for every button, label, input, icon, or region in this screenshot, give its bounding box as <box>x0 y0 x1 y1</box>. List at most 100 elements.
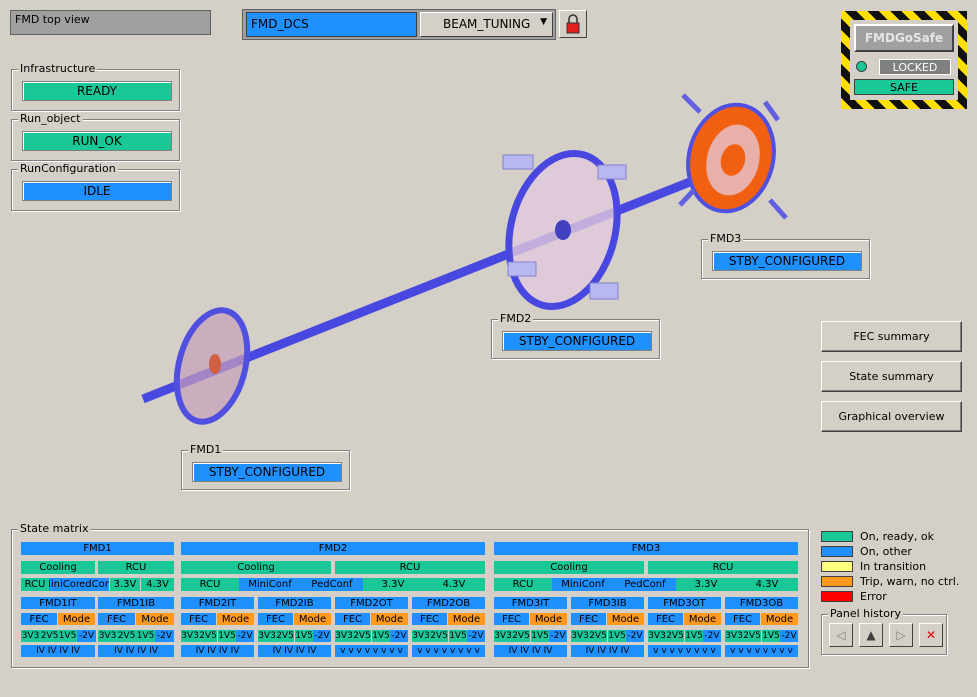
ring-voltage[interactable]: 1V5 <box>531 630 549 642</box>
ring-voltage[interactable]: 2V5 <box>353 630 371 642</box>
run-object-state[interactable]: RUN_OK <box>22 131 172 151</box>
ring-fec[interactable]: FEC <box>725 613 760 625</box>
ring-voltage[interactable]: 2V5 <box>430 630 448 642</box>
matrix-fmd1-miniconf[interactable]: MiniConf <box>49 578 79 591</box>
matrix-fmd1-33v[interactable]: 3.3V <box>110 578 140 591</box>
ring-mode[interactable]: Mode <box>448 613 485 625</box>
lock-button[interactable] <box>559 10 587 38</box>
history-close-button[interactable]: ✕ <box>919 623 943 647</box>
fmd2-state[interactable]: STBY_CONFIGURED <box>502 331 652 351</box>
ring-voltage[interactable]: -2V <box>236 630 254 642</box>
ring-fec[interactable]: FEC <box>181 613 216 625</box>
ring-voltage[interactable]: 1V5 <box>295 630 313 642</box>
ring-fec[interactable]: FEC <box>258 613 293 625</box>
matrix-fmd1-43v[interactable]: 4.3V <box>141 578 174 591</box>
ring-hv[interactable]: v v v v v v v v <box>725 645 798 657</box>
ring-voltage[interactable]: -2V <box>77 630 96 642</box>
ring-voltage[interactable]: 1V5 <box>136 630 155 642</box>
ring-voltage[interactable]: -2V <box>549 630 567 642</box>
mode-dropdown[interactable]: BEAM_TUNING ▼ <box>420 12 553 37</box>
ring-voltage[interactable]: 3V3 <box>648 630 666 642</box>
ring-voltage[interactable]: 3V3 <box>571 630 589 642</box>
ring-voltage[interactable]: -2V <box>467 630 485 642</box>
ring-hv[interactable]: v v v v v v v v <box>412 645 485 657</box>
matrix-fmd3-33v[interactable]: 3.3V <box>676 578 736 591</box>
ring-title[interactable]: FMD2OT <box>335 597 408 609</box>
ring-title[interactable]: FMD2OB <box>412 597 485 609</box>
ring-title[interactable]: FMD1IB <box>98 597 174 609</box>
dcs-name-field[interactable]: FMD_DCS <box>246 12 417 37</box>
ring-voltage[interactable]: 2V5 <box>276 630 294 642</box>
ring-fec[interactable]: FEC <box>412 613 447 625</box>
ring-fec[interactable]: FEC <box>494 613 529 625</box>
ring-hv[interactable]: IV IV IV IV <box>258 645 331 657</box>
ring-voltage[interactable]: 2V5 <box>589 630 607 642</box>
ring-voltage[interactable]: -2V <box>155 630 174 642</box>
history-forward-button[interactable]: ▷ <box>889 623 913 647</box>
ring-title[interactable]: FMD3IT <box>494 597 567 609</box>
fec-summary-button[interactable]: FEC summary <box>821 321 962 352</box>
ring-fec[interactable]: FEC <box>98 613 135 625</box>
ring-voltage[interactable]: 2V5 <box>117 630 136 642</box>
ring-voltage[interactable]: 2V5 <box>743 630 761 642</box>
matrix-fmd2-rcu[interactable]: RCU <box>335 561 485 574</box>
ring-voltage[interactable]: 2V5 <box>666 630 684 642</box>
ring-voltage[interactable]: 1V5 <box>218 630 236 642</box>
graphical-overview-button[interactable]: Graphical overview <box>821 401 962 432</box>
ring-title[interactable]: FMD3OT <box>648 597 721 609</box>
ring-mode[interactable]: Mode <box>530 613 567 625</box>
ring-mode[interactable]: Mode <box>136 613 174 625</box>
ring-voltage[interactable]: -2V <box>626 630 644 642</box>
ring-mode[interactable]: Mode <box>58 613 95 625</box>
ring-hv[interactable]: IV IV IV IV <box>181 645 254 657</box>
ring-mode[interactable]: Mode <box>294 613 331 625</box>
ring-title[interactable]: FMD3OB <box>725 597 798 609</box>
matrix-fmd1-rcu-state[interactable]: RCU <box>21 578 49 591</box>
ring-voltage[interactable]: 1V5 <box>372 630 390 642</box>
matrix-fmd1-cooling[interactable]: Cooling <box>21 561 95 574</box>
ring-hv[interactable]: IV IV IV IV <box>571 645 644 657</box>
ring-voltage[interactable]: -2V <box>780 630 798 642</box>
ring-voltage[interactable]: 1V5 <box>58 630 77 642</box>
ring-fec[interactable]: FEC <box>21 613 57 625</box>
ring-title[interactable]: FMD2IB <box>258 597 331 609</box>
ring-voltage[interactable]: 1V5 <box>608 630 626 642</box>
matrix-fmd3-rcu[interactable]: RCU <box>648 561 798 574</box>
matrix-fmd3-43v[interactable]: 4.3V <box>736 578 798 591</box>
ring-hv[interactable]: v v v v v v v v <box>335 645 408 657</box>
matrix-fmd1-pedconf[interactable]: PedConf <box>79 578 109 591</box>
ring-mode[interactable]: Mode <box>217 613 254 625</box>
matrix-fmd3-miniconf[interactable]: MiniConf <box>552 578 614 591</box>
ring-hv[interactable]: IV IV IV IV <box>21 645 95 657</box>
ring-fec[interactable]: FEC <box>335 613 370 625</box>
ring-voltage[interactable]: 2V5 <box>512 630 530 642</box>
ring-voltage[interactable]: 3V3 <box>412 630 430 642</box>
matrix-fmd2-cooling[interactable]: Cooling <box>181 561 331 574</box>
matrix-fmd3-cooling[interactable]: Cooling <box>494 561 644 574</box>
matrix-fmd1-rcu[interactable]: RCU <box>98 561 174 574</box>
ring-voltage[interactable]: 2V5 <box>40 630 59 642</box>
ring-voltage[interactable]: 3V3 <box>258 630 276 642</box>
state-summary-button[interactable]: State summary <box>821 361 962 392</box>
ring-title[interactable]: FMD3IB <box>571 597 644 609</box>
fmd3-state[interactable]: STBY_CONFIGURED <box>712 251 862 271</box>
ring-title[interactable]: FMD1IT <box>21 597 95 609</box>
matrix-fmd2-pedconf[interactable]: PedConf <box>301 578 363 591</box>
ring-voltage[interactable]: 1V5 <box>449 630 467 642</box>
ring-title[interactable]: FMD2IT <box>181 597 254 609</box>
matrix-fmd2-title[interactable]: FMD2 <box>181 542 485 555</box>
ring-voltage[interactable]: -2V <box>390 630 408 642</box>
matrix-fmd2-miniconf[interactable]: MiniConf <box>239 578 301 591</box>
ring-voltage[interactable]: 3V3 <box>21 630 40 642</box>
ring-voltage[interactable]: 3V3 <box>494 630 512 642</box>
ring-voltage[interactable]: 1V5 <box>762 630 780 642</box>
ring-voltage[interactable]: 3V3 <box>725 630 743 642</box>
ring-voltage[interactable]: 1V5 <box>685 630 703 642</box>
gosafe-button[interactable]: FMDGoSafe <box>854 24 954 52</box>
ring-mode[interactable]: Mode <box>607 613 644 625</box>
matrix-fmd3-pedconf[interactable]: PedConf <box>614 578 676 591</box>
ring-voltage[interactable]: 3V3 <box>98 630 117 642</box>
ring-voltage[interactable]: 2V5 <box>199 630 217 642</box>
matrix-fmd2-33v[interactable]: 3.3V <box>363 578 423 591</box>
history-back-button[interactable]: ◁ <box>829 623 853 647</box>
